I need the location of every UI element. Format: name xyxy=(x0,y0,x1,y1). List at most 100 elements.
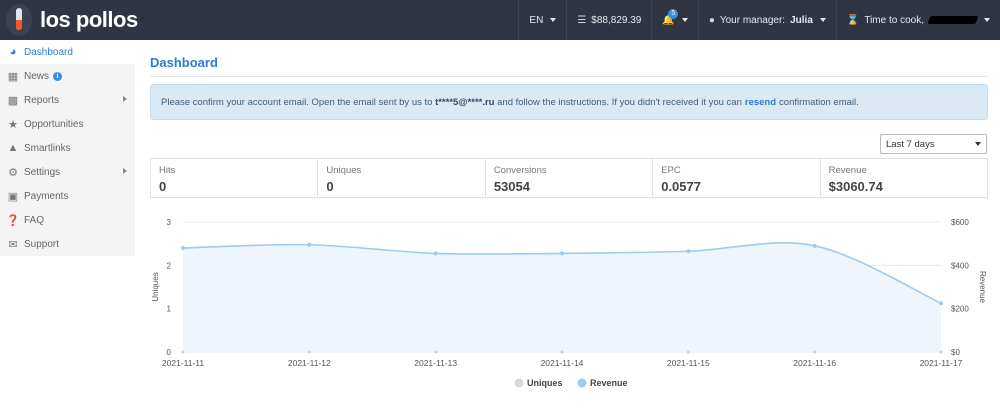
legend-revenue-swatch xyxy=(577,378,587,388)
sidebar-item-faq[interactable]: ❓ FAQ xyxy=(0,208,135,232)
x-tick-label: 2021-11-17 xyxy=(920,358,963,368)
sidebar-item-label: Support xyxy=(24,238,60,250)
balance-value: $88,829.39 xyxy=(591,14,642,26)
alert-suffix: confirmation email. xyxy=(779,96,859,108)
x-tick-label: 2021-11-11 xyxy=(162,358,204,368)
stat-label: Hits xyxy=(159,165,176,176)
user-menu[interactable]: ⌛ Time to cook, xyxy=(835,0,1000,40)
sidebar-item-smartlinks[interactable]: ▲ Smartlinks xyxy=(0,136,135,160)
sidebar-item-label: Reports xyxy=(24,94,60,106)
stat-uniques: Uniques 0 xyxy=(318,159,486,197)
sidebar-item-label: Dashboard xyxy=(24,46,73,58)
gear-icon: ⚙ xyxy=(8,166,18,179)
sidebar-item-dashboard[interactable]: ◕ Dashboard xyxy=(0,40,135,64)
star-icon: ★ xyxy=(8,118,18,131)
uniques-point xyxy=(560,350,564,354)
alert-middle: and follow the instructions. If you didn… xyxy=(497,96,742,108)
uniques-point xyxy=(686,350,690,354)
y2-tick-label: $600 xyxy=(951,218,969,227)
stat-value: 0 xyxy=(326,179,334,194)
y2-tick-label: $0 xyxy=(951,348,960,357)
y2-tick-label: $400 xyxy=(951,261,969,270)
notifications-button[interactable]: 🔔 5 xyxy=(651,0,697,40)
stat-value: 0 xyxy=(159,179,167,194)
caret-down-icon xyxy=(819,18,826,22)
uniques-point xyxy=(813,350,817,354)
sidebar-item-label: Smartlinks xyxy=(24,142,71,154)
briefcase-icon: ▣ xyxy=(7,190,19,203)
revenue-point xyxy=(686,249,691,254)
uniques-point xyxy=(434,350,438,354)
user-icon: ● xyxy=(708,14,715,26)
database-icon: ☰ xyxy=(577,14,587,26)
language-dropdown[interactable]: EN xyxy=(518,0,566,40)
manager-label: Your manager: xyxy=(719,14,786,26)
logo[interactable]: los pollos xyxy=(0,0,140,40)
sidebar-item-settings[interactable]: ⚙ Settings xyxy=(0,160,135,184)
top-nav: EN ☰ $88,829.39 🔔 5 ● Your manager: Julia… xyxy=(518,0,1000,40)
flask-icon: ▲ xyxy=(7,142,19,154)
title-divider xyxy=(150,76,988,77)
stat-value: 0.0577 xyxy=(661,179,701,194)
legend-uniques-swatch xyxy=(514,378,524,388)
top-bar: los pollos EN ☰ $88,829.39 🔔 5 ● Your man… xyxy=(0,0,1000,40)
sidebar-item-payments[interactable]: ▣ Payments xyxy=(0,184,135,208)
sidebar-item-label: Opportunities xyxy=(24,118,84,130)
sidebar-item-label: Payments xyxy=(24,190,69,202)
revenue-point xyxy=(560,251,564,256)
bar-chart-icon: ▩ xyxy=(7,94,19,107)
bell-icon: 🔔 5 xyxy=(662,8,679,26)
y-tick-label: 0 xyxy=(167,348,172,357)
revenue-point xyxy=(939,301,943,306)
resend-link[interactable]: resend xyxy=(744,96,777,108)
chevron-right-icon xyxy=(123,96,127,102)
manager-dropdown[interactable]: ● Your manager: Julia xyxy=(697,0,836,40)
calendar-icon: ▦ xyxy=(7,70,19,83)
sidebar: ◕ Dashboard ▦ News i ▩ Reports ★ Opportu… xyxy=(0,40,135,256)
page-title: Dashboard xyxy=(150,55,218,70)
stat-epc: EPC 0.0577 xyxy=(653,159,821,197)
balance-display: ☰ $88,829.39 xyxy=(566,0,651,40)
sidebar-item-support[interactable]: ✉ Support xyxy=(0,232,135,256)
stat-revenue: Revenue $3060.74 xyxy=(821,159,987,197)
x-tick-label: 2021-11-16 xyxy=(793,358,836,368)
alert-prefix: Please confirm your account email. Open … xyxy=(161,96,433,108)
confirm-email-alert: Please confirm your account email. Open … xyxy=(150,84,988,120)
y-tick-label: 2 xyxy=(167,261,172,270)
revenue-point xyxy=(433,251,438,256)
legend-uniques-label: Uniques xyxy=(527,378,563,388)
x-tick-label: 2021-11-12 xyxy=(288,358,331,368)
language-label: EN xyxy=(529,14,544,26)
caret-down-icon xyxy=(681,18,688,22)
stat-value: $3060.74 xyxy=(828,179,883,194)
sidebar-item-news[interactable]: ▦ News i xyxy=(0,64,135,88)
alert-email: t****5@****.ru xyxy=(435,96,495,108)
y2-axis-label: Revenue xyxy=(978,271,987,304)
sidebar-item-label: FAQ xyxy=(24,214,45,226)
time-to-cook-label: Time to cook, xyxy=(864,14,924,26)
chevron-right-icon xyxy=(123,168,127,174)
test-tube-logo-icon xyxy=(6,4,32,36)
envelope-icon: ✉ xyxy=(8,238,18,251)
manager-name: Julia xyxy=(790,14,813,26)
uniques-point xyxy=(939,350,943,354)
sidebar-item-label: News xyxy=(24,70,50,82)
stat-hits: Hits 0 xyxy=(151,159,319,197)
notifications-badge: 5 xyxy=(668,8,679,19)
sidebar-item-opportunities[interactable]: ★ Opportunities xyxy=(0,112,135,136)
uniques-point xyxy=(307,350,311,354)
sidebar-item-reports[interactable]: ▩ Reports xyxy=(0,88,135,112)
redacted-username xyxy=(927,16,979,24)
y-axis-label: Uniques xyxy=(151,272,160,301)
stat-conversions: Conversions 53054 xyxy=(486,159,654,197)
hourglass-icon: ⌛ xyxy=(846,14,860,26)
y2-tick-label: $200 xyxy=(951,305,969,314)
revenue-point xyxy=(181,246,185,250)
y-tick-label: 3 xyxy=(167,218,172,227)
y-tick-label: 1 xyxy=(167,305,172,314)
caret-down-icon xyxy=(975,142,981,146)
date-range-select[interactable]: Last 7 days xyxy=(880,134,987,154)
brand-name: los pollos xyxy=(40,7,138,32)
legend-revenue-label: Revenue xyxy=(590,378,628,388)
sidebar-item-label: Settings xyxy=(24,166,61,178)
